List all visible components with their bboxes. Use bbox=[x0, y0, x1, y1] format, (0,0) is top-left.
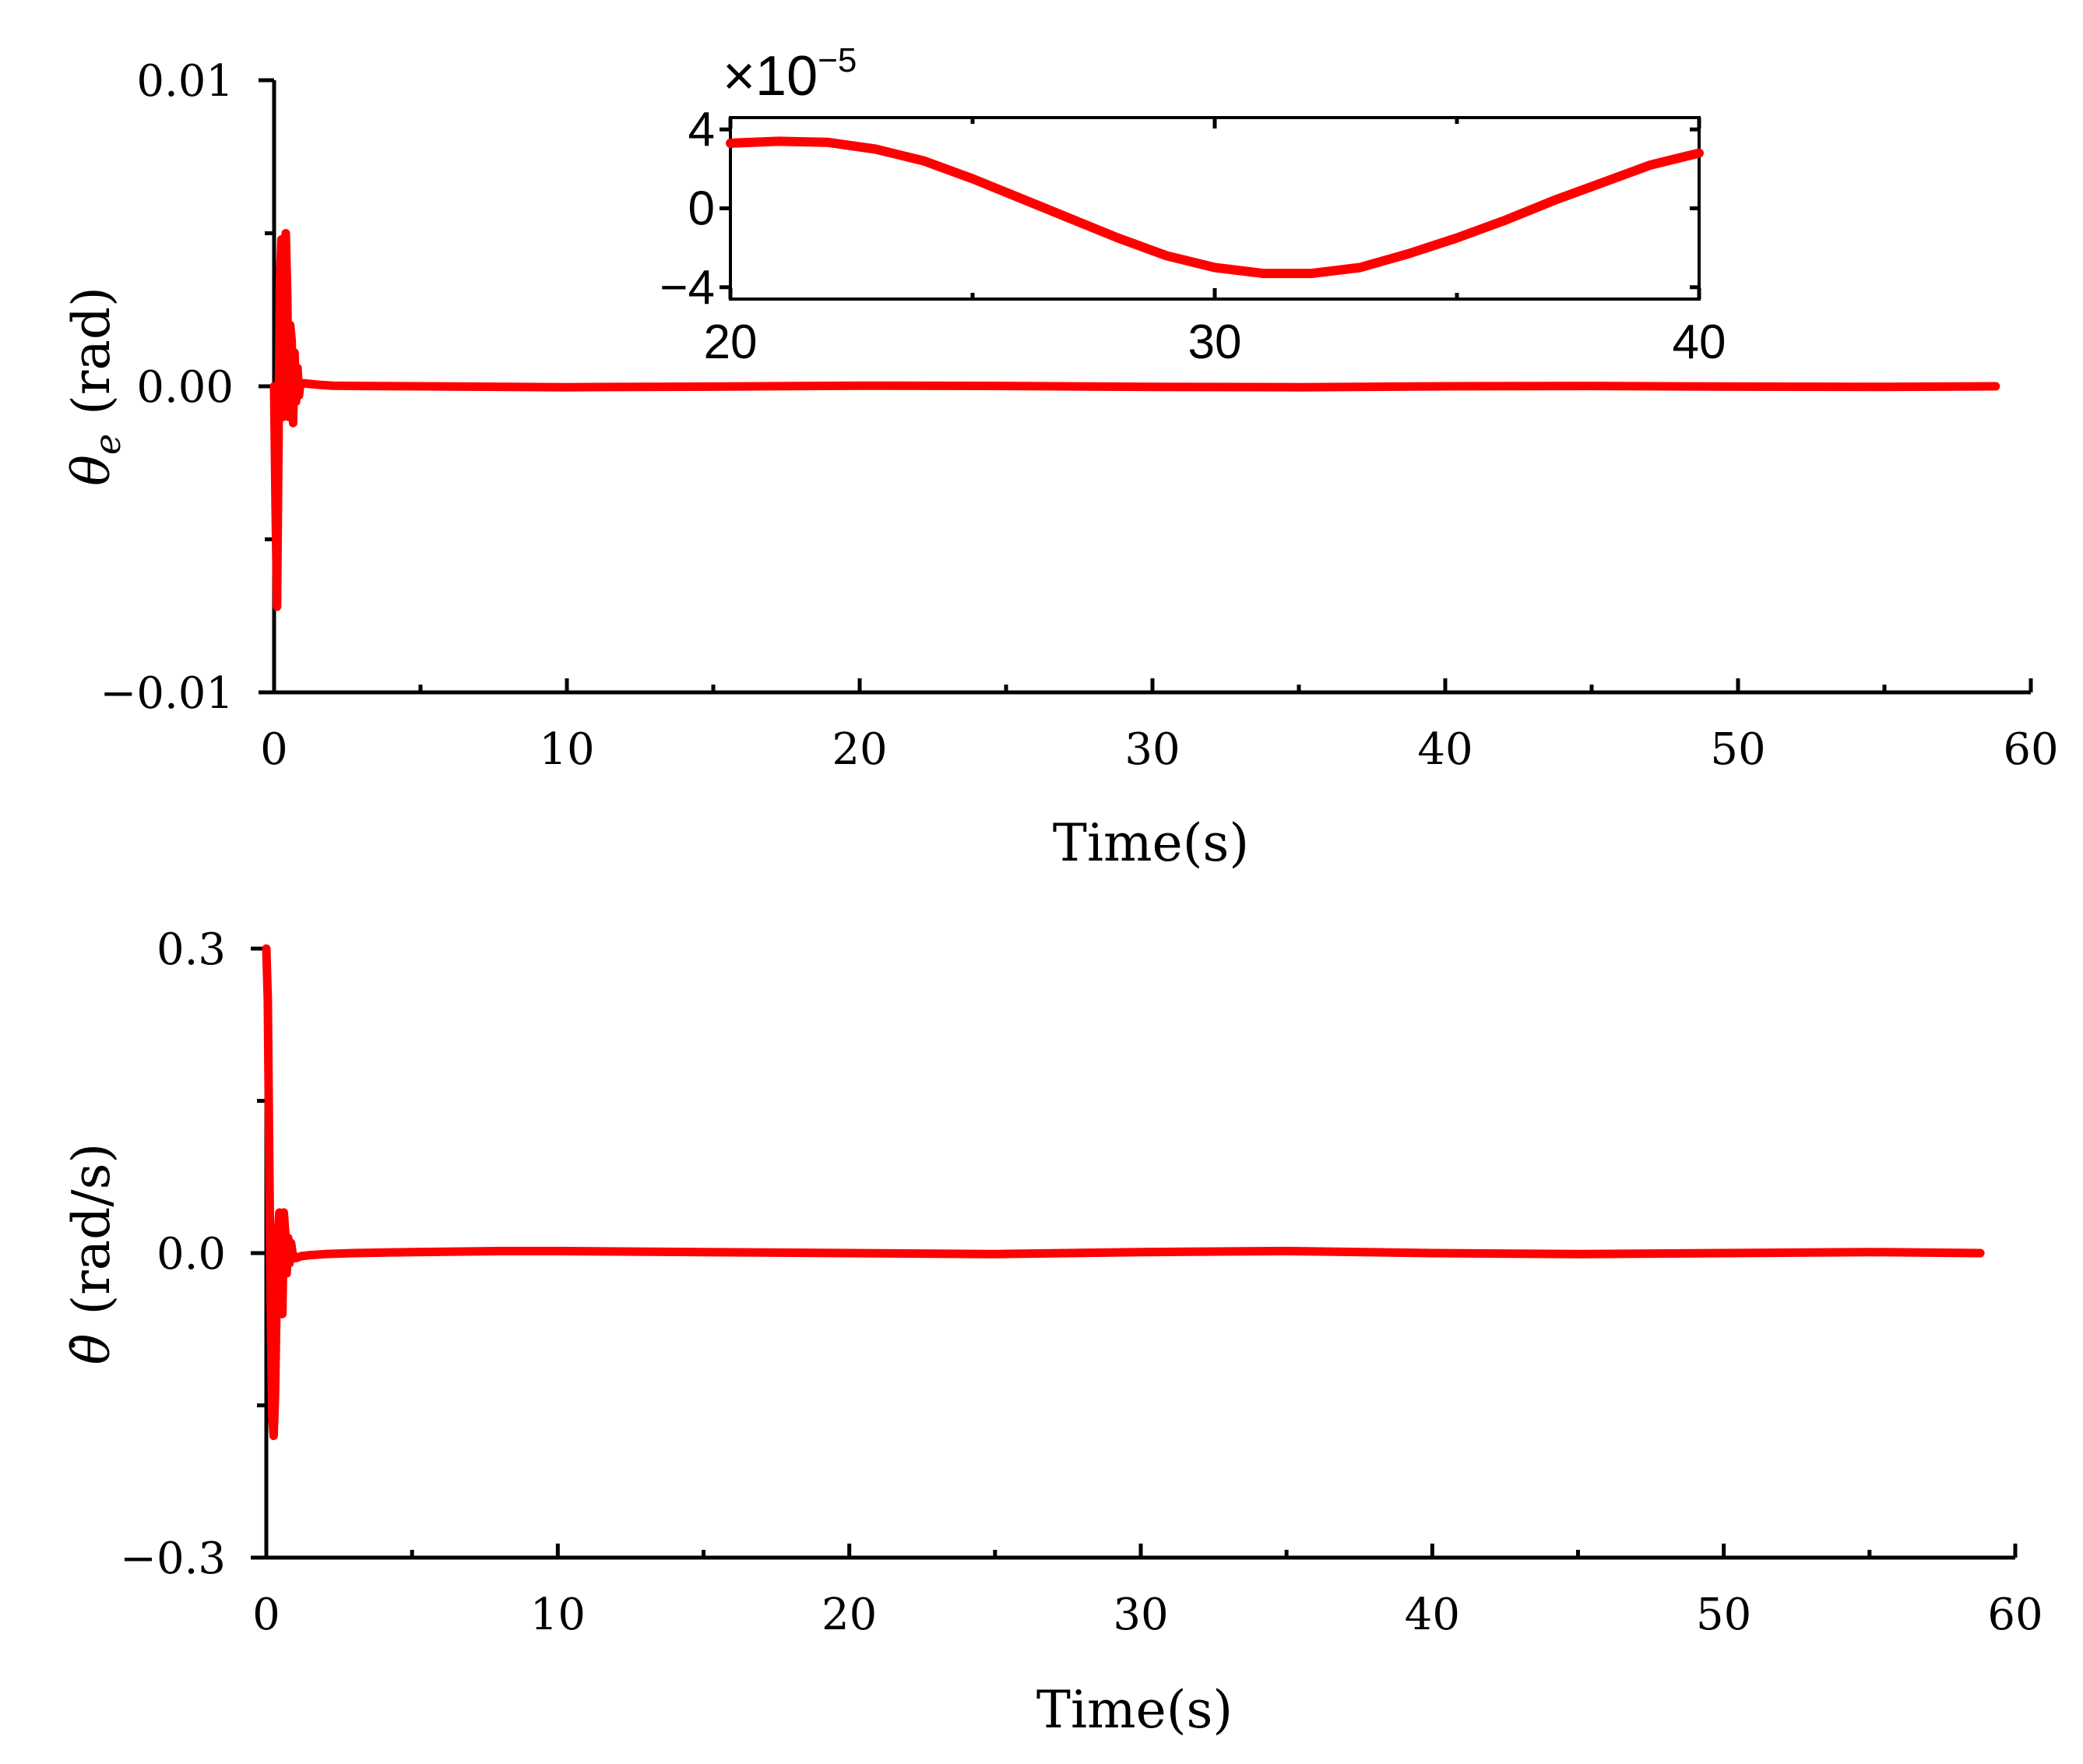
theta-dot-series-line bbox=[262, 944, 1985, 1441]
theta-e-x-tick-label: 50 bbox=[1710, 724, 1765, 775]
theta-dot-x-tick-label: 50 bbox=[1696, 1590, 1751, 1640]
theta-dot-y-axis-unit: (rad/s) bbox=[62, 1143, 121, 1315]
theta-e-y-axis-title: θe (rad) bbox=[62, 287, 128, 486]
theta-dot-x-tick-label: 10 bbox=[530, 1590, 586, 1640]
theta-dot-x-tick-label: 30 bbox=[1113, 1590, 1168, 1640]
inset-x-tick-label: 20 bbox=[704, 315, 758, 369]
theta-dot-y-axis-symbol: θ̇ bbox=[62, 1334, 121, 1365]
theta-dot-ticks bbox=[251, 946, 2018, 1560]
inset-y-tick-label: −4 bbox=[660, 261, 715, 315]
theta-dot-x-tick-label: 40 bbox=[1405, 1590, 1460, 1640]
theta-dot-y-axis-title: θ̇ (rad/s) bbox=[62, 1143, 121, 1365]
inset-x-tick-label: 40 bbox=[1673, 315, 1726, 369]
theta-dot-y-tick-label: −0.3 bbox=[120, 1533, 226, 1584]
theta-e-x-axis-title: Time(s) bbox=[1053, 813, 1249, 873]
theta-dot-y-tick-label: 0.0 bbox=[157, 1229, 226, 1280]
inset-multiplier-base: ×10 bbox=[723, 45, 818, 107]
theta-e-y-tick-label: 0.00 bbox=[136, 362, 234, 413]
theta-e-y-axis-symbol: θ bbox=[62, 455, 121, 486]
theta-dot-x-tick-label: 60 bbox=[1987, 1590, 2043, 1640]
theta-e-tick-labels: 0 10 20 30 40 50 60−0.010.000.01 bbox=[100, 56, 2058, 775]
inset-x-tick-label: 30 bbox=[1188, 315, 1242, 369]
theta-e-ticks bbox=[259, 78, 2033, 695]
theta-e-y-tick-label: −0.01 bbox=[100, 668, 234, 719]
theta-e-x-tick-label: 10 bbox=[539, 724, 594, 775]
theta-e-x-tick-label: 0 bbox=[260, 724, 288, 775]
inset-multiplier-exponent: −5 bbox=[818, 41, 857, 79]
inset-ticks bbox=[720, 118, 1701, 299]
theta-e-x-tick-label: 60 bbox=[2003, 724, 2058, 775]
theta-e-x-tick-label: 20 bbox=[832, 724, 887, 775]
theta-e-y-axis-unit: (rad) bbox=[62, 287, 121, 415]
inset-plot: 20 30 40 −4 0 4 ×10−5 bbox=[660, 41, 1726, 369]
theta-e-y-tick-label: 0.01 bbox=[136, 56, 234, 107]
theta-dot-x-tick-label: 20 bbox=[822, 1590, 877, 1640]
theta-e-panel: 0 10 20 30 40 50 60−0.010.000.01 Time(s) θe(ra… bbox=[62, 41, 2059, 873]
inset-series-line bbox=[726, 136, 1704, 279]
inset-y-tick-label: 4 bbox=[688, 103, 715, 157]
inset-y-tick-label: 0 bbox=[688, 182, 715, 236]
theta-dot-panel: 0 10 20 30 40 50 60 −0.3 0.0 0.3 Time(s) θ̇ (rad/s… bbox=[62, 924, 2043, 1740]
theta-e-y-axis-subscript: e bbox=[86, 434, 128, 455]
theta-dot-tick-labels: 0 10 20 30 40 50 60 −0.3 0.0 0.3 bbox=[120, 924, 2043, 1640]
theta-dot-y-tick-label: 0.3 bbox=[157, 924, 226, 975]
theta-e-series-line bbox=[269, 229, 2000, 611]
inset-multiplier: ×10−5 bbox=[723, 41, 857, 107]
theta-dot-x-axis-title: Time(s) bbox=[1036, 1680, 1233, 1740]
theta-e-x-tick-label: 30 bbox=[1124, 724, 1180, 775]
inset-tick-labels: 20 30 40 −4 0 4 bbox=[660, 103, 1726, 369]
theta-dot-x-tick-label: 0 bbox=[252, 1590, 280, 1640]
theta-e-x-tick-label: 40 bbox=[1417, 724, 1473, 775]
